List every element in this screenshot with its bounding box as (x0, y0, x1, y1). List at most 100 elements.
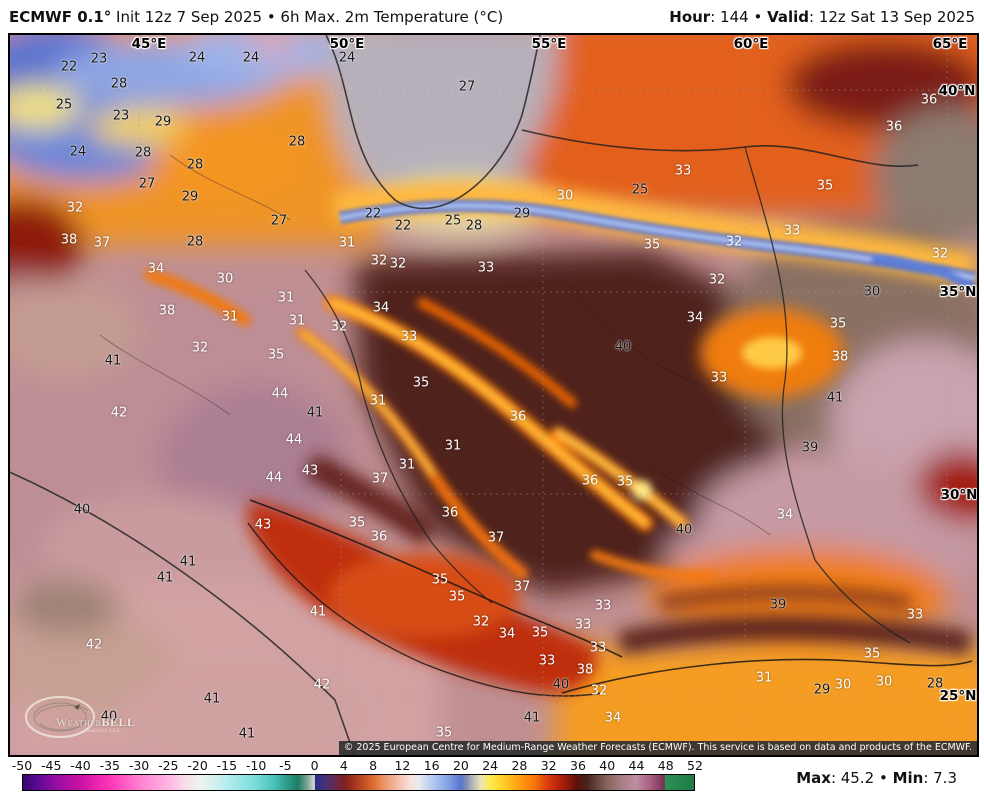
graticule-label: 65°E (932, 36, 968, 52)
temp-label: 28 (110, 76, 128, 92)
hour-label: Hour (669, 7, 711, 26)
temp-label: 33 (477, 260, 495, 276)
temp-label: 23 (112, 108, 130, 124)
temp-label: 36 (920, 92, 938, 108)
graticule-label: 60°E (733, 36, 769, 52)
graticule-label: 25°N (939, 688, 977, 704)
temp-label: 29 (181, 189, 199, 205)
temp-label: 41 (156, 570, 174, 586)
temp-label: 35 (616, 474, 634, 490)
colorbar-tick: -10 (245, 758, 267, 773)
temp-label: 31 (398, 457, 416, 473)
temp-label: 41 (238, 726, 256, 742)
colorbar-tick: -5 (279, 758, 292, 773)
temp-label: 28 (134, 145, 152, 161)
temp-label: 22 (394, 218, 412, 234)
temp-label: 28 (926, 676, 944, 692)
temp-label: 31 (277, 290, 295, 306)
colorbar-tick: 16 (423, 758, 440, 773)
temp-label: 24 (69, 144, 87, 160)
stats-bullet: • (874, 769, 893, 787)
temp-label: 32 (370, 253, 388, 269)
temp-label: 24 (188, 50, 206, 66)
temp-label: 41 (523, 710, 541, 726)
temp-label: 34 (604, 710, 622, 726)
colorbar-tick: 20 (452, 758, 469, 773)
temp-label: 33 (574, 617, 592, 633)
temp-label: 40 (614, 339, 632, 355)
temp-label: 39 (769, 597, 787, 613)
max-value: 45.2 (840, 769, 875, 787)
temp-label: 23 (90, 51, 108, 67)
temp-label: 33 (710, 370, 728, 386)
hour-colon: : (710, 7, 721, 26)
colorbar-tick: -45 (41, 758, 62, 773)
temp-label: 44 (265, 470, 283, 486)
temp-label: 22 (364, 206, 382, 222)
weatherbell-swirl-icon (25, 696, 95, 738)
weatherbell-logo: WeatherBELL Analytics LLC (22, 693, 135, 745)
temp-label: 30 (863, 284, 881, 300)
temp-label: 25 (444, 213, 462, 229)
temp-label: 32 (472, 614, 490, 630)
temp-label: 37 (93, 235, 111, 251)
temp-label: 32 (725, 234, 743, 250)
temp-label: 41 (306, 405, 324, 421)
temp-label: 38 (576, 662, 594, 678)
temp-label: 35 (412, 375, 430, 391)
temp-label: 40 (73, 502, 91, 518)
temp-label: 32 (66, 200, 84, 216)
temp-label: 32 (191, 340, 209, 356)
temp-label: 34 (372, 300, 390, 316)
logo-subtext: Analytics LLC (84, 729, 121, 734)
temp-label: 35 (816, 178, 834, 194)
temp-label: 28 (186, 234, 204, 250)
temp-label: 43 (254, 517, 272, 533)
colorbar-tick: 12 (394, 758, 411, 773)
colorbar-tick: 52 (687, 758, 703, 773)
temp-label: 33 (783, 223, 801, 239)
colorbar-tick: 4 (339, 758, 348, 773)
temp-label: 27 (138, 176, 156, 192)
colorbar-tick: -35 (99, 758, 120, 773)
temp-label: 37 (513, 579, 531, 595)
temp-label: 25 (55, 97, 73, 113)
temp-label: 32 (708, 272, 726, 288)
temp-label: 24 (338, 50, 356, 66)
min-colon: : (923, 769, 934, 787)
colorbar-tick-labels: -50 -45 -40 -35 -30 -25 -20 -15 -10 -5 0 4 8 12 16 20 24… (12, 757, 703, 774)
temp-label: 40 (552, 677, 570, 693)
graticule-label: 55°E (531, 36, 567, 52)
colorbar-tick: -50 (11, 758, 33, 773)
temp-label: 31 (288, 313, 306, 329)
min-label: Min (892, 769, 924, 787)
header-bar: ECMWF 0.1° Init 12z 7 Sep 2025 • 6h Max.… (0, 0, 984, 33)
temp-label: 36 (441, 505, 459, 521)
temp-label: 41 (179, 554, 197, 570)
temp-label: 38 (158, 303, 176, 319)
temp-label: 39 (801, 440, 819, 456)
colorbar-gradient (22, 774, 695, 791)
valid-colon: : (809, 7, 819, 26)
temp-label: 32 (389, 256, 407, 272)
colorbar-tick: 44 (628, 758, 645, 773)
graticule-label: 30°N (940, 487, 978, 503)
temp-label: 38 (831, 349, 849, 365)
temp-label: 22 (60, 59, 78, 75)
temp-label: 24 (242, 50, 260, 66)
product-title: ECMWF 0.1° Init 12z 7 Sep 2025 • 6h Max.… (9, 8, 503, 26)
temp-label: 36 (885, 119, 903, 135)
temp-label: 37 (371, 471, 389, 487)
temp-label: 42 (313, 677, 331, 693)
forecast-info: Hour: 144 • Valid: 12z Sat 13 Sep 2025 (669, 8, 975, 26)
colorbar-tick: 28 (511, 758, 528, 773)
temp-label: 40 (675, 522, 693, 538)
temp-label: 31 (221, 309, 239, 325)
temp-label: 33 (906, 607, 924, 623)
temp-label: 32 (931, 246, 949, 262)
temp-label: 42 (110, 405, 128, 421)
colorbar-tick: -30 (128, 758, 150, 773)
hour-value: 144 (720, 7, 749, 26)
temperature-labels-layer: 22 23 24 24 24 28 25 23 29 27 24 28 28 27 29 28 32 27 38 37… (10, 35, 977, 755)
temp-label: 36 (581, 473, 599, 489)
